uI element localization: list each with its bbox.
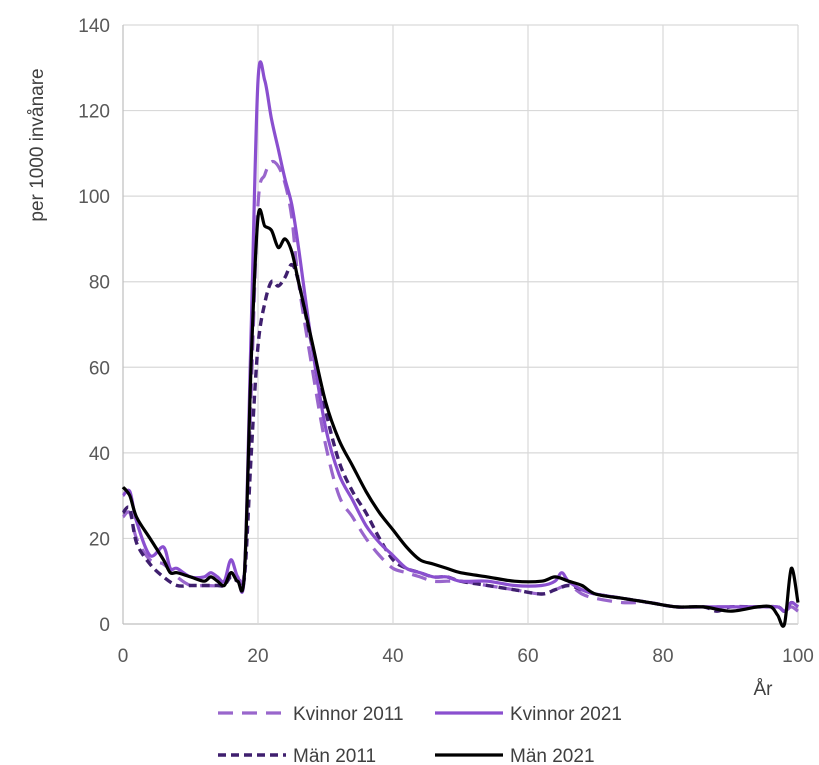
y-tick-label: 40	[89, 444, 110, 465]
x-tick-label: 100	[782, 646, 814, 667]
legend-label-4: Män 2021	[510, 746, 595, 765]
y-tick-label: 100	[78, 187, 110, 208]
x-tick-label: 20	[247, 646, 268, 667]
y-tick-label: 80	[89, 273, 110, 294]
series-line-3	[121, 262, 800, 613]
x-tick-label: 0	[118, 646, 129, 667]
series-line-2	[121, 60, 799, 613]
legend-label-3: Män 2011	[293, 746, 376, 765]
grid	[122, 24, 799, 625]
x-tick-label: 40	[382, 646, 403, 667]
y-tick-label: 0	[99, 615, 110, 636]
legend-label-1: Kvinnor 2011	[293, 704, 404, 725]
y-tick-label: 120	[78, 102, 110, 123]
legend-label-2: Kvinnor 2021	[510, 704, 622, 725]
y-axis-label: per 1000 invånare	[27, 68, 48, 221]
series-line-4	[121, 208, 800, 628]
x-axis-label: År	[754, 679, 774, 700]
legend: Kvinnor 2011 Kvinnor 2021 Män 2011 Män 2021	[218, 704, 622, 765]
series-lines	[121, 60, 800, 628]
x-tick-label: 80	[652, 646, 673, 667]
series-line-1	[121, 159, 799, 613]
y-tick-label: 20	[89, 529, 110, 550]
x-tick-label: 60	[517, 646, 538, 667]
x-axis-ticks: 0 20 40 60 80 100	[118, 646, 814, 667]
y-axis-ticks: 0 20 40 60 80 100 120 140	[78, 16, 110, 636]
y-tick-label: 60	[89, 358, 110, 379]
y-tick-label: 140	[78, 16, 110, 37]
